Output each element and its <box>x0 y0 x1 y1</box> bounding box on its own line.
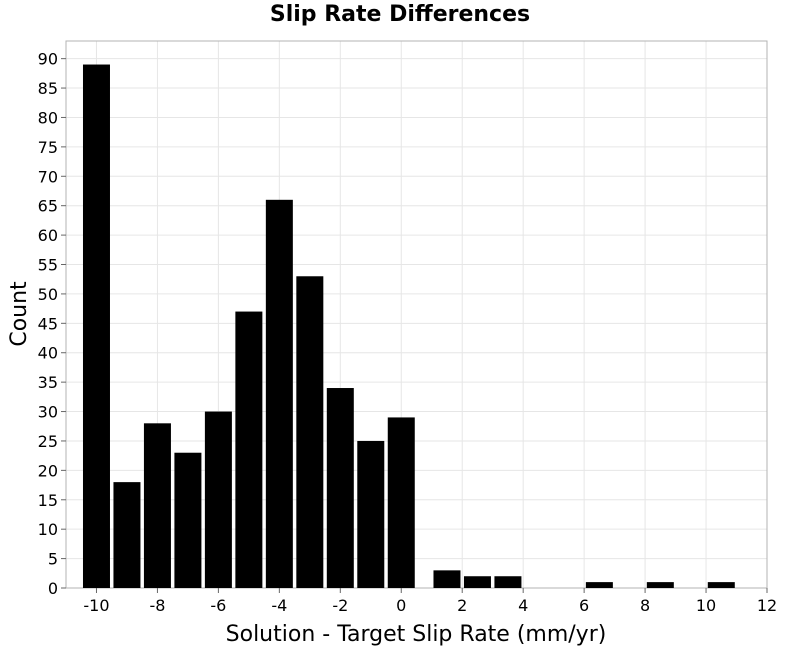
x-tick-label: -2 <box>332 596 348 615</box>
histogram-bar <box>463 576 491 588</box>
y-tick-label: 80 <box>38 108 58 127</box>
y-tick-label: 70 <box>38 167 58 186</box>
y-tick-label: 75 <box>38 138 58 157</box>
x-tick-label: 4 <box>518 596 528 615</box>
y-tick-label: 5 <box>48 550 58 569</box>
y-tick-label: 50 <box>38 285 58 304</box>
y-tick-label: 20 <box>38 461 58 480</box>
y-tick-label: 60 <box>38 226 58 245</box>
y-tick-label: 35 <box>38 373 58 392</box>
y-tick-label: 30 <box>38 403 58 422</box>
x-tick-label: 0 <box>396 596 406 615</box>
histogram-bar <box>357 440 385 588</box>
x-axis-ticks: -10 -8 -6 -4 -2 0 2 4 6 8 10 12 <box>83 588 777 615</box>
y-axis-label: Count <box>7 281 32 347</box>
x-tick-label: 12 <box>757 596 777 615</box>
histogram-bar <box>204 411 232 588</box>
chart-title: Slip Rate Differences <box>269 2 531 27</box>
histogram-bar <box>143 423 171 588</box>
histogram-bar <box>174 452 202 588</box>
y-tick-label: 65 <box>38 197 58 216</box>
histogram-bar <box>387 417 415 588</box>
histogram-bar <box>646 582 674 588</box>
y-tick-label: 25 <box>38 432 58 451</box>
plot-frame <box>65 40 768 589</box>
histogram-bar <box>707 582 735 588</box>
x-tick-label: -4 <box>271 596 287 615</box>
y-tick-label: 90 <box>38 50 58 69</box>
histogram-bar <box>265 199 293 588</box>
y-tick-label: 85 <box>38 79 58 98</box>
y-tick-label: 15 <box>38 491 58 510</box>
y-tick-label: 40 <box>38 344 58 363</box>
y-tick-label: 45 <box>38 314 58 333</box>
x-tick-label: -10 <box>83 596 109 615</box>
y-tick-label: 10 <box>38 520 58 539</box>
x-tick-label: 6 <box>579 596 589 615</box>
histogram-bar <box>494 576 522 588</box>
histogram-bar <box>296 276 324 588</box>
histogram-bar <box>113 482 141 588</box>
x-tick-label: 10 <box>696 596 716 615</box>
histogram-bar <box>235 311 263 588</box>
grid-lines <box>66 41 768 589</box>
x-axis-label: Solution - Target Slip Rate (mm/yr) <box>226 622 607 647</box>
x-tick-label: -6 <box>210 596 226 615</box>
x-tick-label: 2 <box>457 596 467 615</box>
x-tick-label: 8 <box>640 596 650 615</box>
histogram-bar <box>433 570 461 588</box>
y-axis-ticks: 0 5 10 15 20 25 30 35 40 45 50 55 60 65 70 75 80 85 90 <box>38 50 66 598</box>
y-tick-label: 55 <box>38 256 58 275</box>
histogram-bar <box>585 582 613 588</box>
y-tick-label: 0 <box>48 579 58 598</box>
histogram-bar <box>82 64 110 589</box>
bars <box>82 64 735 589</box>
histogram-bar <box>326 388 354 588</box>
x-tick-label: -8 <box>149 596 165 615</box>
